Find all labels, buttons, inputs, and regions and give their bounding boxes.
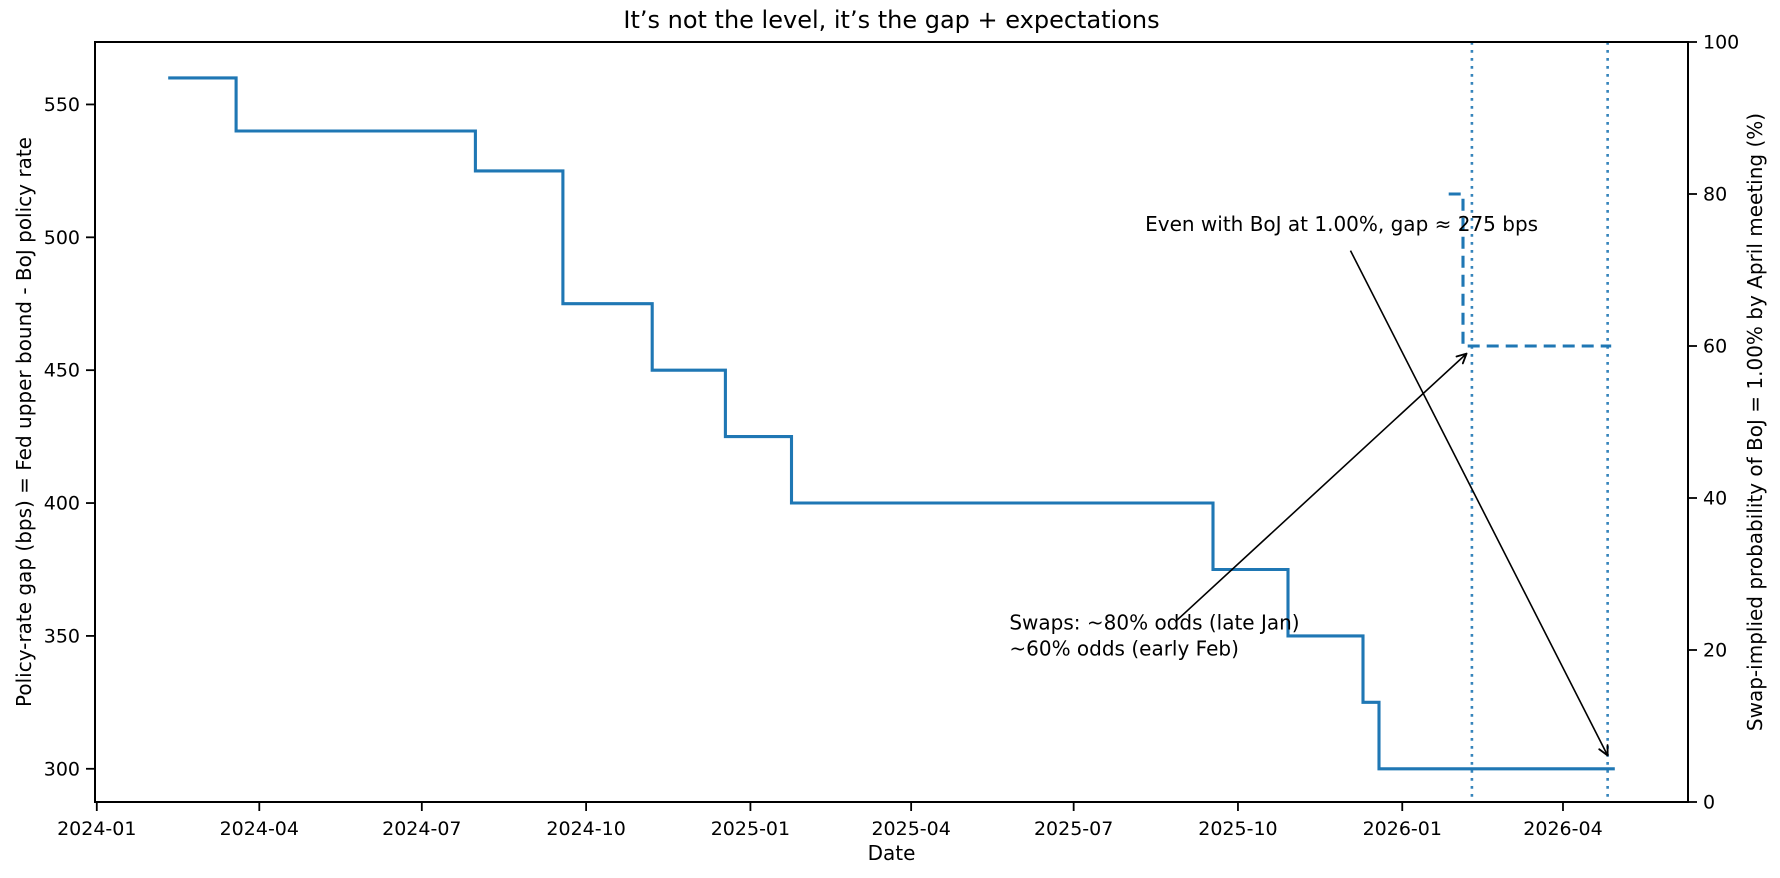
x-tick-label: 2026-01 <box>1363 818 1442 840</box>
x-tick-label: 2025-07 <box>1034 818 1113 840</box>
gap-at-april-annotation-arrow <box>1349 250 1609 757</box>
x-tick-label: 2024-10 <box>546 818 625 840</box>
x-tick-label: 2025-01 <box>711 818 790 840</box>
right-tick-label: 20 <box>1703 640 1727 662</box>
x-tick-label: 2024-07 <box>382 818 461 840</box>
x-tick-label: 2024-04 <box>220 818 299 840</box>
right-tick-label: 100 <box>1703 32 1739 54</box>
right-tick-label: 80 <box>1703 184 1727 206</box>
chart-title: It’s not the level, it’s the gap + expec… <box>623 6 1160 34</box>
right-tick-label: 60 <box>1703 336 1727 358</box>
swaps-odds-annotation-text: Swaps: ~80% odds (late Jan) <box>1009 611 1299 635</box>
x-axis-label: Date <box>867 841 916 865</box>
swaps-odds-annotation-arrow <box>1176 352 1468 621</box>
x-tick-label: 2025-04 <box>871 818 950 840</box>
left-tick-label: 500 <box>44 227 80 249</box>
gap-at-april-annotation-text: Even with BoJ at 1.00%, gap ≈ 275 bps <box>1145 212 1538 236</box>
left-tick-label: 350 <box>44 625 80 647</box>
axes-spines <box>94 41 1689 803</box>
left-tick-label: 550 <box>44 94 80 116</box>
x-tick-label: 2024-01 <box>57 818 136 840</box>
x-tick-label: 2026-04 <box>1523 818 1602 840</box>
policy-rate-gap-line <box>168 76 1615 771</box>
left-tick-label: 450 <box>44 360 80 382</box>
swaps-odds-annotation-text: ~60% odds (early Feb) <box>1009 637 1239 661</box>
left-tick-label: 300 <box>44 758 80 780</box>
x-tick-label: 2025-10 <box>1198 818 1277 840</box>
swap-probability-line <box>1448 192 1612 348</box>
right-tick-label: 40 <box>1703 488 1727 510</box>
left-tick-label: 400 <box>44 493 80 515</box>
right-tick-label: 0 <box>1703 792 1715 814</box>
